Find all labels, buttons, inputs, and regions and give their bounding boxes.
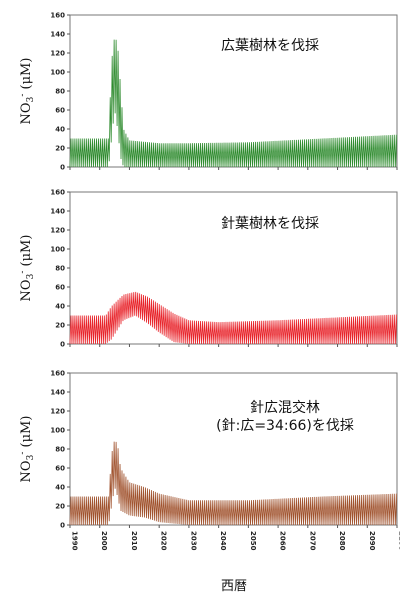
y-tick-label: 0 [60, 522, 65, 530]
panel-annotation: 広葉樹林を伐採 [221, 38, 319, 54]
y-tick-label: 60 [55, 284, 65, 292]
x-tick-label: 2040 [219, 531, 227, 551]
chart-panel-3: 0 20 40 60 80 100 120 140 160 NO3- (μM) 針広混交林 (針:広=… [18, 370, 398, 530]
y-tick-label: 120 [50, 227, 65, 235]
x-tick-label: 2080 [338, 531, 346, 551]
y-tick-label: 120 [50, 408, 65, 416]
y-tick-label: 160 [50, 12, 65, 20]
x-tick-label: 2060 [279, 531, 287, 551]
y-tick-label: 40 [55, 303, 65, 311]
y-axis-label: NO3- (μM) [18, 58, 36, 125]
x-tick-label: 2030 [189, 531, 197, 551]
y-tick-label: 60 [55, 465, 65, 473]
y-axis-label: NO3- (μM) [18, 416, 36, 483]
x-tick-label: 2010 [130, 531, 138, 551]
x-tick-label: 2020 [160, 531, 168, 551]
y-tick-label: 140 [50, 208, 65, 216]
x-tick-label: 2050 [249, 531, 257, 551]
y-tick-label: 0 [60, 164, 65, 172]
x-tick-label: 2090 [368, 531, 376, 551]
x-tick-label: 2000 [100, 531, 108, 551]
y-tick-label: 40 [55, 126, 65, 134]
series-line-panel-1 [69, 39, 398, 168]
y-tick-label: 0 [60, 341, 65, 349]
x-tick-label: 2100 [398, 531, 400, 551]
y-tick-label: 160 [50, 189, 65, 197]
y-tick-label: 140 [50, 31, 65, 39]
y-tick-label: 100 [50, 427, 65, 435]
y-tick-label: 20 [55, 503, 65, 511]
y-tick-label: 100 [50, 246, 65, 254]
y-axis-label: NO3- (μM) [18, 235, 36, 302]
y-tick-label: 160 [50, 370, 65, 378]
y-tick-label: 20 [55, 322, 65, 330]
y-tick-label: 100 [50, 69, 65, 77]
panel-annotation: 針広混交林 [250, 399, 320, 416]
panel-annotation: 針葉樹林を伐採 [221, 216, 319, 232]
y-tick-label: 140 [50, 389, 65, 397]
series-line-panel-2 [69, 291, 398, 345]
x-axis-label: 西暦 [221, 579, 247, 594]
y-tick-label: 80 [55, 265, 65, 273]
y-tick-label: 40 [55, 484, 65, 492]
chart-panel-2: 0 20 40 60 80 100 120 140 160 NO3- (μM) 針葉樹林を伐採 [18, 189, 398, 349]
x-tick-label: 2070 [308, 531, 316, 551]
y-tick-label: 20 [55, 145, 65, 153]
chart-panel-1: 0 20 40 60 80 100 120 140 160 NO3- (μM) 広葉樹林を伐採 [18, 12, 398, 172]
y-tick-label: 80 [55, 88, 65, 96]
y-tick-label: 80 [55, 446, 65, 454]
y-tick-label: 120 [50, 50, 65, 58]
series-line-panel-3 [69, 441, 398, 526]
panel-annotation: (針:広=34:66)を伐採 [216, 418, 354, 434]
x-tick-label: 1990 [71, 531, 79, 551]
y-tick-label: 60 [55, 107, 65, 115]
